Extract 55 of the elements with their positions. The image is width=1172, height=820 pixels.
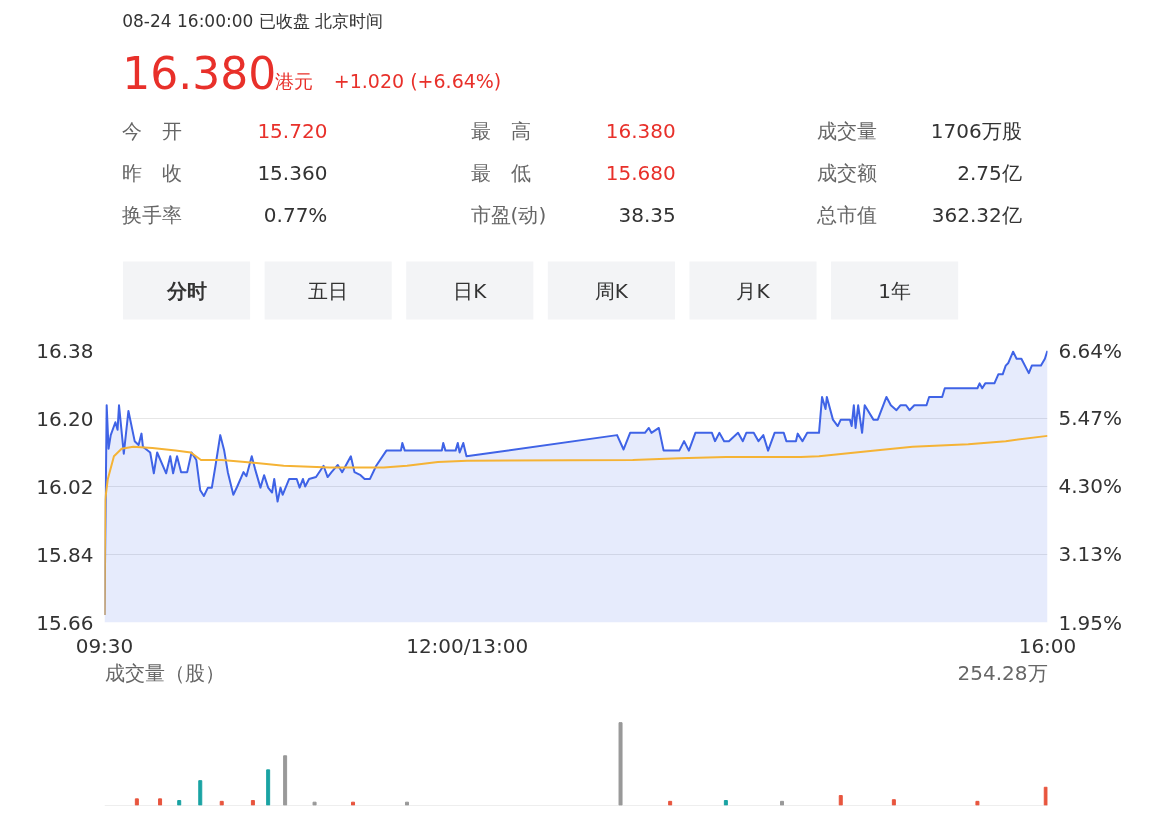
text: 成交额 [816, 160, 877, 185]
text: 最 高 [470, 118, 531, 143]
text: 254.28万 [957, 660, 1048, 685]
bar [266, 769, 271, 806]
bar [723, 800, 728, 806]
text: 日K [453, 278, 488, 303]
text: 1年 [878, 278, 911, 303]
text: 最 低 [470, 160, 531, 185]
text: 15.720 [257, 118, 328, 143]
text: 换手率 [122, 202, 183, 227]
y-tick-label: 15.84 [36, 542, 94, 567]
bar [250, 800, 255, 806]
x-tick-label: 16:00 [1018, 633, 1077, 658]
text: 成交量 [816, 118, 877, 143]
bar [312, 801, 317, 806]
y2-tick-label: 3.13% [1058, 542, 1123, 567]
bar [891, 799, 896, 806]
y-tick-label: 16.20 [36, 406, 94, 431]
text: 周K [594, 278, 629, 303]
bar [618, 722, 623, 806]
bar [838, 795, 843, 806]
bar [283, 755, 288, 806]
y2-tick-label: 4.30% [1058, 474, 1123, 499]
text: 08-24 16:00:00 已收盘 北京时间 [122, 10, 384, 31]
text: 1706万股 [930, 118, 1022, 143]
text: 市盈(动) [470, 202, 547, 227]
x-tick-label: 12:00/13:00 [406, 633, 529, 658]
text: 月K [736, 278, 771, 303]
text: 今 开 [122, 118, 183, 143]
x-tick-label: 09:30 [75, 633, 134, 658]
bar [177, 800, 182, 806]
bar [158, 798, 163, 806]
y2-tick-label: 5.47% [1058, 406, 1123, 431]
y2-tick-label: 6.64% [1058, 338, 1123, 363]
text: 15.680 [605, 160, 676, 185]
text: 昨 收 [122, 160, 183, 185]
text: +1.020 (+6.64%) [333, 69, 502, 92]
text: 0.77% [263, 202, 328, 227]
bar [198, 780, 203, 806]
text: 38.35 [618, 202, 676, 227]
y-tick-label: 16.38 [36, 338, 94, 363]
text: 总市值 [815, 202, 877, 227]
y2-tick-label: 1.95% [1058, 610, 1123, 635]
text: 2.75亿 [957, 160, 1022, 185]
y-axis-title: 成交量（股） [104, 660, 225, 685]
text: 362.32亿 [931, 202, 1022, 227]
text: 五日 [308, 278, 349, 303]
bar [975, 800, 980, 806]
y-tick-label: 16.02 [36, 474, 94, 499]
bar [134, 798, 139, 806]
text: 港元 [275, 69, 314, 92]
text: 16.380 [605, 118, 676, 143]
text: 分时 [165, 278, 207, 303]
text: 15.360 [257, 160, 328, 185]
y-tick-label: 15.66 [36, 610, 94, 635]
